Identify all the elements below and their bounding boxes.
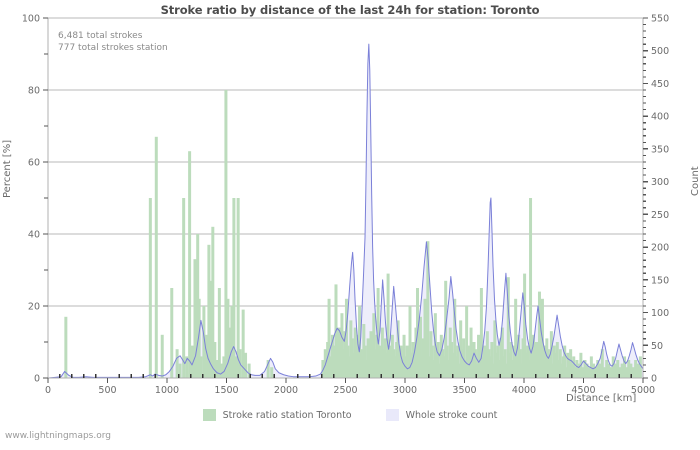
axis-ticks (43, 17, 648, 383)
svg-text:4500: 4500 (571, 385, 595, 396)
legend-item-whole-count: Whole stroke count (385, 409, 498, 421)
grid-lines (48, 17, 643, 307)
svg-text:1500: 1500 (214, 385, 238, 396)
svg-text:3500: 3500 (452, 385, 476, 396)
svg-text:400: 400 (651, 112, 669, 123)
svg-text:20: 20 (28, 302, 40, 313)
svg-text:350: 350 (651, 144, 669, 155)
svg-text:550: 550 (651, 14, 669, 25)
chart-title: Stroke ratio by distance of the last 24h… (160, 3, 540, 17)
annotation-total-strokes-station: 777 total strokes station (58, 43, 168, 53)
chart-legend: Stroke ratio station Toronto Whole strok… (0, 409, 700, 421)
svg-text:100: 100 (651, 308, 669, 319)
svg-text:100: 100 (22, 14, 40, 25)
stroke-ratio-bars (64, 90, 642, 378)
legend-item-stroke-ratio: Stroke ratio station Toronto (202, 409, 352, 421)
svg-text:4000: 4000 (512, 385, 536, 396)
whole-stroke-count-line (47, 43, 644, 379)
x-axis-label: Distance [km] (566, 393, 637, 404)
legend-swatch-blue (385, 409, 399, 421)
svg-text:2500: 2500 (333, 385, 357, 396)
svg-text:500: 500 (651, 46, 669, 57)
svg-text:0: 0 (651, 374, 657, 385)
svg-text:3000: 3000 (393, 385, 417, 396)
svg-text:300: 300 (651, 177, 669, 188)
watermark-text: www.lightningmaps.org (5, 431, 111, 441)
svg-text:0: 0 (45, 385, 51, 396)
svg-text:40: 40 (28, 230, 40, 241)
svg-text:500: 500 (98, 385, 116, 396)
legend-label-whole-count: Whole stroke count (405, 409, 498, 421)
axis-tick-labels: 0204060801000501001502002503003504004505… (22, 14, 669, 397)
svg-text:2000: 2000 (274, 385, 298, 396)
svg-text:60: 60 (28, 158, 40, 169)
legend-label-stroke-ratio: Stroke ratio station Toronto (222, 409, 352, 421)
svg-text:250: 250 (651, 210, 669, 221)
svg-text:0: 0 (34, 374, 40, 385)
legend-swatch-green (202, 409, 216, 421)
svg-text:450: 450 (651, 79, 669, 90)
annotation-total-strokes: 6,481 total strokes (58, 31, 143, 41)
svg-text:50: 50 (651, 341, 663, 352)
svg-text:5000: 5000 (631, 385, 655, 396)
svg-text:150: 150 (651, 275, 669, 286)
svg-text:80: 80 (28, 86, 40, 97)
svg-text:1000: 1000 (155, 385, 179, 396)
svg-text:200: 200 (651, 243, 669, 254)
